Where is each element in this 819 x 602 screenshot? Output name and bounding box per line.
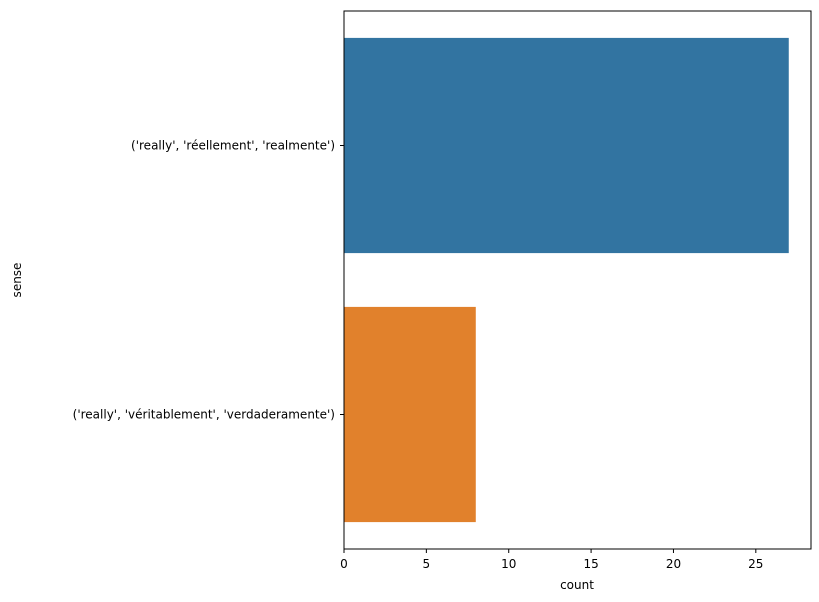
plot-frame xyxy=(343,10,812,550)
y-axis-ticks: ('really', 'réellement', 'realmente') ('r… xyxy=(73,139,344,422)
y-tick-label: ('really', 'réellement', 'realmente') xyxy=(131,139,335,153)
x-axis-label: count xyxy=(560,578,594,592)
x-tick-label: 15 xyxy=(583,557,598,571)
x-tick-label: 0 xyxy=(340,557,348,571)
x-tick-label: 25 xyxy=(748,557,763,571)
y-tick-label: ('really', 'véritablement', 'verdaderame… xyxy=(73,408,335,422)
x-tick-label: 5 xyxy=(423,557,431,571)
x-tick-label: 20 xyxy=(666,557,681,571)
y-axis-label: sense xyxy=(10,263,24,298)
bar-2 xyxy=(344,306,476,523)
bars-group xyxy=(344,37,789,523)
bar-1 xyxy=(344,37,789,254)
x-axis-ticks: 0 5 10 15 20 25 xyxy=(340,549,763,571)
x-tick-label: 10 xyxy=(501,557,516,571)
